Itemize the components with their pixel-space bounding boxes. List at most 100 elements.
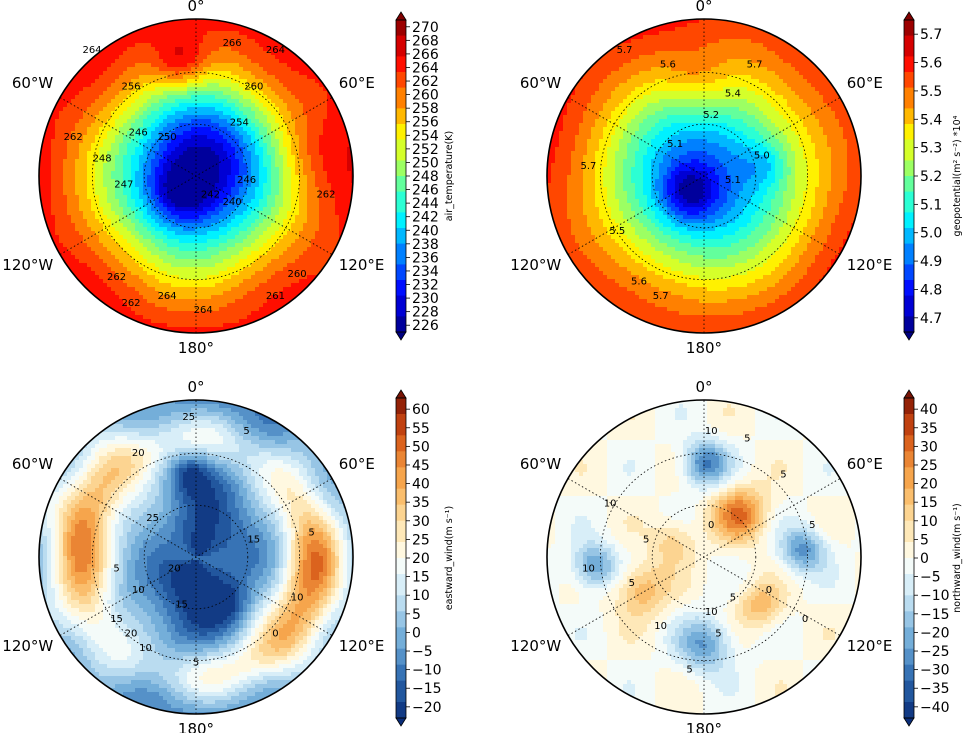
contour-label: 260 (244, 81, 263, 92)
contour-label: 264 (158, 291, 177, 302)
colorbar-tick-label: 5.4 (920, 112, 942, 128)
colorbar-tick-label: 234 (412, 264, 439, 280)
colorbar-label: northward_wind(m s⁻¹) (952, 503, 963, 613)
colorbar-tick-label: 20 (920, 477, 938, 493)
map-panel-4: 0° 60°E 120°E 180° 120°W 60°W 10 5 5 10 5 0 5 10 5 10 5 0… (510, 378, 892, 733)
contour-label: 262 (121, 298, 140, 309)
map-boundary (38, 18, 354, 334)
colorbar-tick-label: −5 (412, 644, 433, 660)
contour-label: 5.6 (631, 276, 647, 287)
colorbar-tick-label: 5.7 (920, 27, 942, 43)
longitude-label: 60°W (520, 455, 562, 473)
colorbar-tick-label: −20 (920, 625, 950, 641)
contour-label: 254 (230, 117, 249, 128)
longitude-label: 60°W (520, 74, 562, 92)
colorbar-tick-label: 30 (920, 439, 938, 455)
contour-label: 264 (82, 45, 101, 56)
contour-label: 20 (132, 448, 145, 459)
colorbar-tick-label: 25 (412, 532, 430, 548)
colorbar-tick-label: 232 (412, 278, 439, 294)
colorbar-tick-label: −20 (412, 700, 442, 716)
colorbar-tick-label: 4.8 (920, 282, 942, 298)
contour-label: 10 (139, 643, 152, 654)
colorbar-tick-label: 260 (412, 88, 439, 104)
graticule (59, 19, 333, 333)
contour-label: 5.7 (580, 161, 596, 172)
colorbar-tick-label: 50 (412, 439, 430, 455)
colorbar-tick-label: 20 (412, 551, 430, 567)
contour-label: 247 (114, 180, 133, 191)
contour-label: 10 (654, 621, 667, 632)
colorbar-tick-label: 40 (412, 477, 430, 493)
longitude-label: 60°W (12, 455, 54, 473)
colorbar-label: air_temperature(K) (444, 131, 455, 221)
colorbar-tick-label: 250 (412, 155, 439, 171)
longitude-label: 120°E (847, 637, 893, 655)
filled-contours (547, 400, 861, 714)
colorbar-tick-label: 244 (412, 196, 439, 212)
contour-label: 5 (629, 578, 635, 589)
colorbar-tick-label: 236 (412, 250, 439, 266)
colorbar-tick-label: 5 (920, 532, 929, 548)
colorbar-tick-label: 246 (412, 183, 439, 199)
contour-label: 10 (604, 498, 617, 509)
map-boundary (546, 18, 862, 334)
longitude-label: 60°E (847, 455, 883, 473)
contour-label: 248 (93, 154, 112, 165)
contour-label: 5.0 (754, 151, 770, 162)
longitude-label: 0° (187, 0, 204, 15)
colorbar-tick-label: −25 (920, 644, 950, 660)
contour-label: 20 (125, 628, 138, 639)
graticule (567, 19, 841, 333)
colorbar-tick-label: 270 (412, 20, 439, 36)
contour-label: 5.4 (725, 89, 741, 100)
colorbar-tick-label: −30 (920, 663, 950, 679)
contour-labels: 10 5 5 10 5 0 5 10 5 10 5 0 10 5 0 5 (582, 426, 815, 675)
colorbar-1: 2262282302322342362382402422442462482502… (395, 11, 455, 341)
colorbar-tick-label: 5.0 (920, 226, 942, 242)
contour-label: 240 (223, 197, 242, 208)
contour-label: 5 (686, 665, 692, 676)
longitude-label: 0° (695, 0, 712, 15)
contour-label: 5 (243, 426, 249, 437)
longitude-label: 120°E (339, 637, 385, 655)
contour-label: 5.7 (617, 45, 633, 56)
contour-label: 10 (705, 426, 718, 437)
contour-label: 0 (766, 585, 772, 596)
contour-label: 10 (132, 585, 145, 596)
colorbar-tick-label: 0 (920, 551, 929, 567)
colorbar-tick-label: 258 (412, 101, 439, 117)
contour-label: 5.6 (660, 60, 676, 71)
longitude-label: 180° (178, 720, 214, 733)
colorbar-4: 40 35 30 25 20 15 10 5 0 −5 −10 −15 −20 −25 −30 −35 −40 n… (903, 389, 963, 727)
contour-label: 5 (193, 657, 199, 668)
colorbar-tick-label: −10 (920, 588, 950, 604)
contour-labels: 5.7 5.6 5.7 5.4 5.2 5.1 5.0 5.1 5.7 5.5 5.6 5.7 (580, 45, 769, 302)
colorbar-tick-label: 15 (412, 570, 430, 586)
contour-label: 5.5 (609, 226, 625, 237)
contour-label: 246 (237, 175, 256, 186)
contour-label: 15 (175, 600, 188, 611)
contour-label: 5 (809, 520, 815, 531)
contour-label: 10 (582, 563, 595, 574)
colorbar-tick-label: 25 (920, 458, 938, 474)
contour-label: 266 (223, 38, 242, 49)
colorbar-tick-label: −15 (412, 681, 442, 697)
contour-label: 0 (272, 628, 278, 639)
contour-label: 260 (288, 269, 307, 280)
contour-label: 25 (146, 513, 159, 524)
colorbar-tick-label: 226 (412, 318, 439, 334)
longitude-label: 60°E (847, 74, 883, 92)
colorbar-tick-label: 4.9 (920, 254, 942, 270)
contour-label: 5.7 (747, 60, 763, 71)
contour-label: 262 (64, 132, 83, 143)
colorbar-tick-label: 40 (920, 402, 938, 418)
contour-label: 5.1 (667, 139, 683, 150)
colorbar-tick-label: 242 (412, 210, 439, 226)
colorbar-tick-label: 10 (412, 588, 430, 604)
contour-label: 264 (194, 305, 213, 316)
colorbar-tick-label: 228 (412, 305, 439, 321)
colorbar-tick-label: 15 (920, 495, 938, 511)
